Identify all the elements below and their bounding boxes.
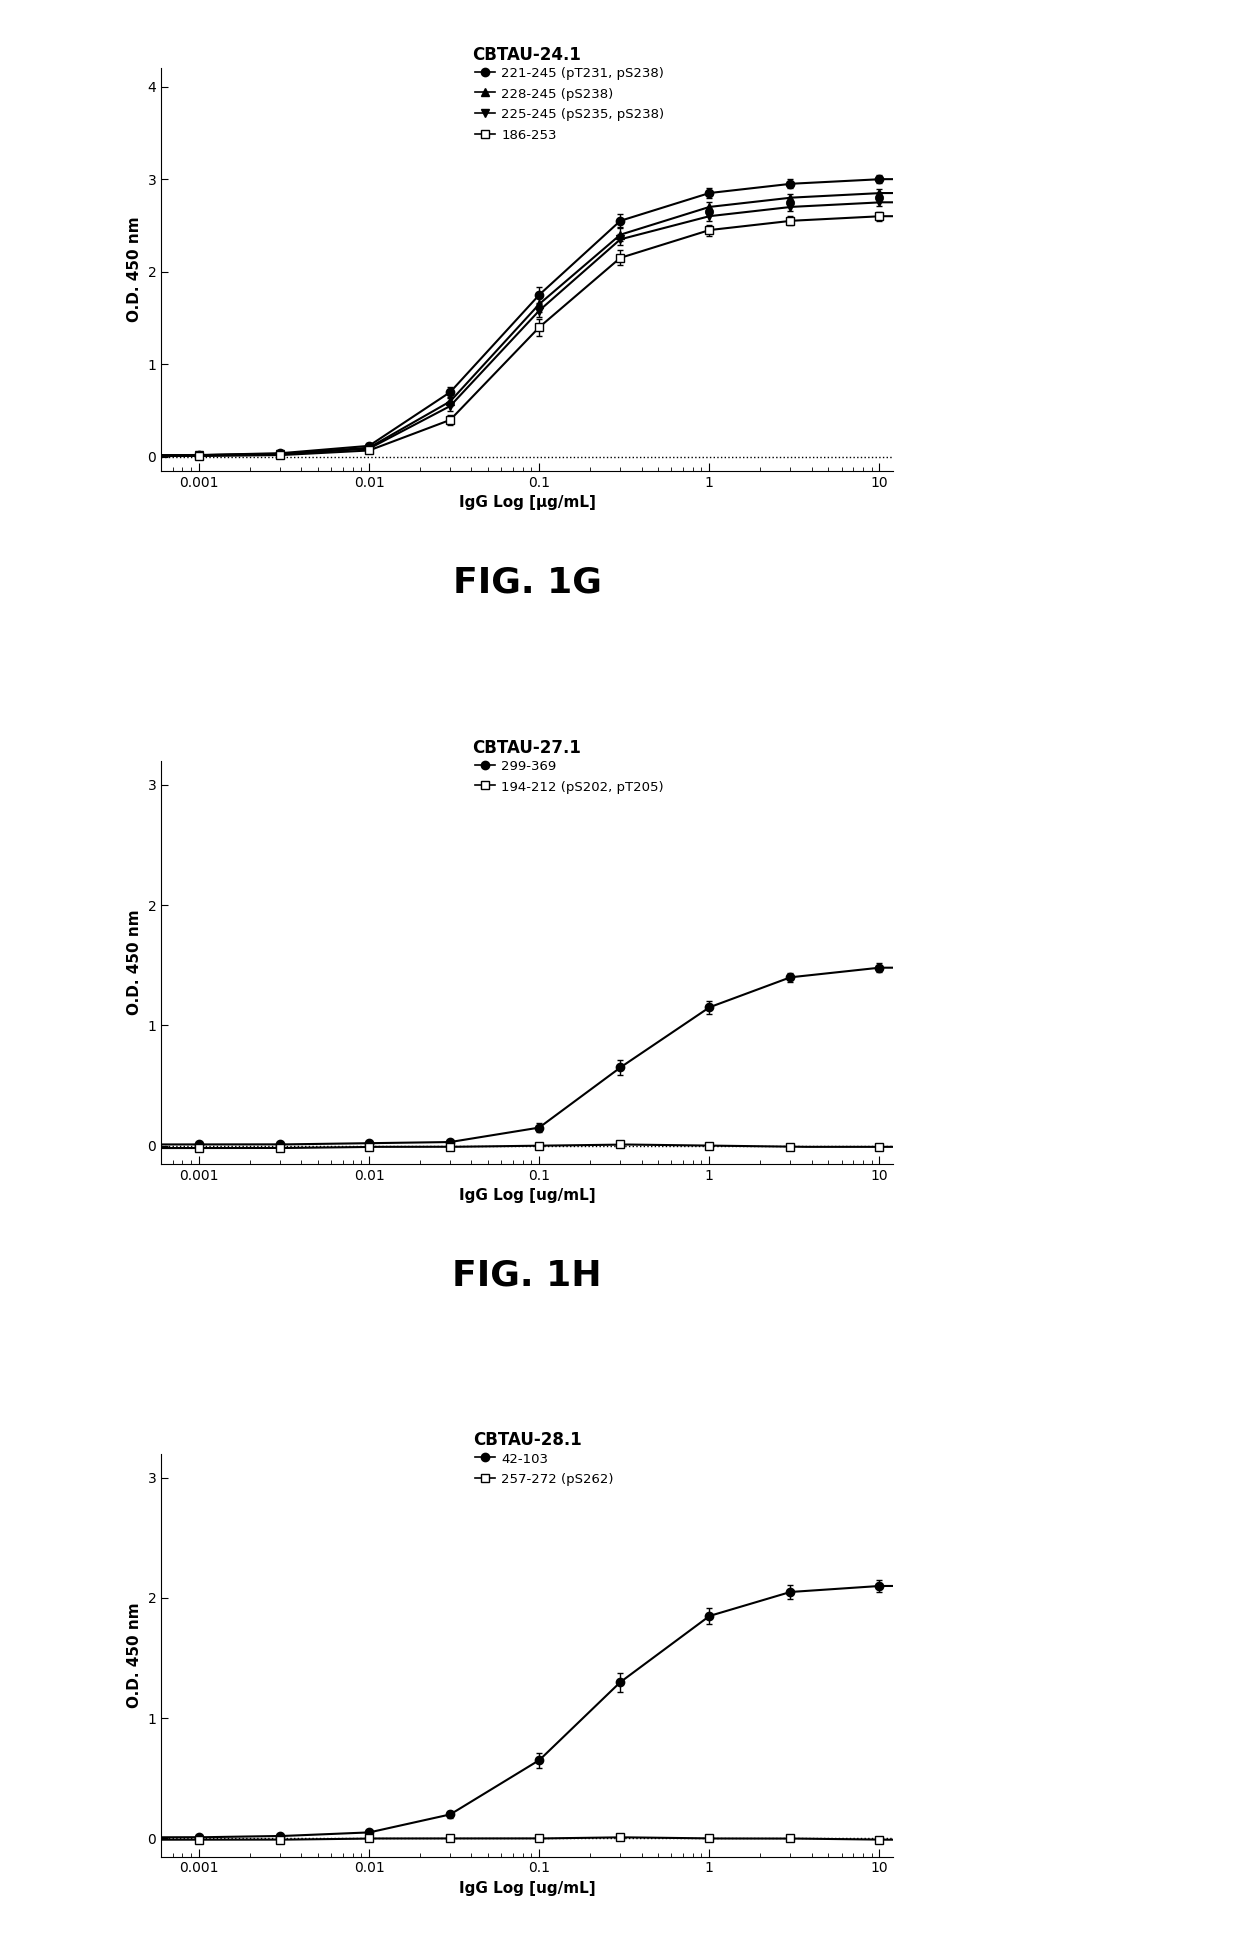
Title: CBTAU-24.1: CBTAU-24.1 (472, 47, 582, 64)
Text: FIG. 1H: FIG. 1H (453, 1258, 601, 1293)
Legend: 221-245 (pT231, pS238), 228-245 (pS238), 225-245 (pS235, pS238), 186-253: 221-245 (pT231, pS238), 228-245 (pS238),… (475, 66, 665, 142)
Title: CBTAU-27.1: CBTAU-27.1 (472, 739, 582, 756)
X-axis label: IgG Log [μg/mL]: IgG Log [μg/mL] (459, 496, 595, 509)
Y-axis label: O.D. 450 nm: O.D. 450 nm (126, 910, 141, 1015)
Title: CBTAU-28.1: CBTAU-28.1 (472, 1431, 582, 1450)
X-axis label: IgG Log [ug/mL]: IgG Log [ug/mL] (459, 1882, 595, 1895)
Legend: 299-369, 194-212 (pS202, pT205): 299-369, 194-212 (pS202, pT205) (475, 760, 665, 793)
X-axis label: IgG Log [ug/mL]: IgG Log [ug/mL] (459, 1188, 595, 1203)
Y-axis label: O.D. 450 nm: O.D. 450 nm (126, 216, 141, 323)
Y-axis label: O.D. 450 nm: O.D. 450 nm (126, 1602, 141, 1709)
Text: FIG. 1G: FIG. 1G (453, 566, 601, 599)
Legend: 42-103, 257-272 (pS262): 42-103, 257-272 (pS262) (475, 1452, 614, 1487)
